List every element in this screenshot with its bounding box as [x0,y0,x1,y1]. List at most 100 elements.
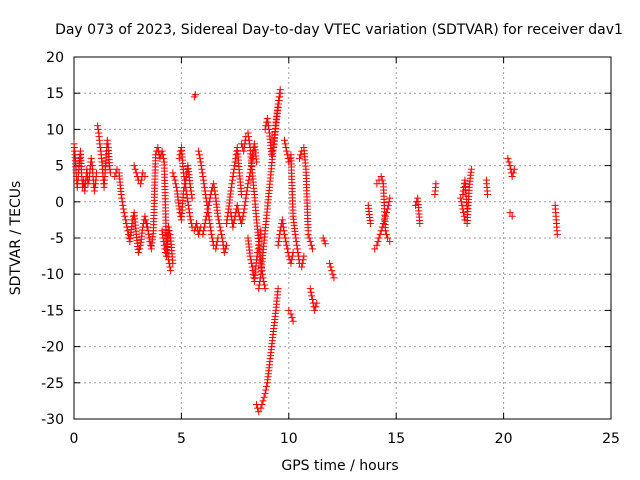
data-point [217,230,225,238]
data-point [234,205,242,213]
data-point [300,252,308,260]
data-point [238,216,246,224]
data-point [268,151,276,159]
data-point [330,274,338,282]
data-point [467,165,475,173]
data-point [293,241,301,249]
data-point [313,299,321,307]
data-point [281,140,289,148]
data-point [211,187,219,195]
data-point [299,256,307,264]
data-point [307,288,315,296]
data-point [371,245,379,253]
data-point [263,115,271,123]
data-point [158,147,166,155]
data-point [384,234,392,242]
data-point [200,180,208,188]
data-point [132,169,140,177]
data-point [199,176,207,184]
axis-ticks: 0 5 10 15 20 25 -30 -25 -20 -15 -10 -5 0 5 10 15 20 [41,50,620,447]
data-point [262,386,270,394]
data-point [199,230,207,238]
data-point [202,212,210,220]
data-point [283,147,291,155]
data-point [91,183,99,191]
data-point [106,165,114,173]
data-point [258,401,266,409]
x-tick-label: 25 [602,431,620,447]
data-point [506,209,514,217]
data-point [378,176,386,184]
y-tick-label: -10 [41,267,64,283]
data-point [217,227,225,235]
data-point [181,176,189,184]
data-point [96,140,104,148]
data-point [255,238,263,246]
data-point [269,147,277,155]
data-point [159,234,167,242]
data-point [287,259,295,267]
y-tick-label: -25 [41,376,64,392]
data-point [274,104,282,112]
data-point [298,259,306,267]
data-point [256,274,264,282]
x-axis-label: GPS time / hours [281,458,398,474]
data-point [198,165,206,173]
data-point [211,191,219,199]
data-point [198,169,206,177]
data-point [256,234,264,242]
data-point [195,151,203,159]
data-point [483,191,491,199]
y-tick-label: -15 [41,303,64,319]
data-point [281,234,289,242]
data-point [366,220,374,228]
data-point [141,172,149,180]
data-point [261,285,269,293]
data-point [180,172,188,180]
data-point [274,285,282,293]
data-point [281,136,289,144]
data-point [244,129,252,137]
x-tick-label: 10 [280,431,298,447]
data-point [255,285,263,293]
data-point [87,154,95,162]
data-point [306,238,314,246]
data-point [167,267,175,275]
data-point [245,133,253,141]
data-point [118,198,126,206]
data-point [172,183,180,191]
data-point [308,292,316,300]
data-point [205,201,213,209]
data-point [282,144,290,151]
data-point [253,256,261,264]
chart-title: Day 073 of 2023, Sidereal Day-to-day VTE… [55,22,623,38]
data-point [220,248,228,256]
data-point [289,317,297,325]
data-point [294,248,302,256]
data-point [264,118,272,126]
data-point [229,172,237,180]
data-point [215,220,223,228]
y-tick-label: 0 [55,195,64,211]
data-point [282,238,290,246]
data-point [231,162,239,170]
data-point [191,91,199,99]
data-point [257,259,265,267]
data-point [329,270,337,278]
data-point [166,230,174,238]
data-point [260,393,268,401]
data-point [165,223,173,231]
data-point [223,241,231,249]
data-point [145,230,153,238]
data-point [201,187,209,195]
data-point [463,205,471,213]
data-point [199,172,207,180]
data-point [120,209,128,217]
data-point [103,136,111,144]
data-point [298,263,306,271]
data-point [131,165,139,173]
data-point [279,220,287,228]
data-point [94,122,102,130]
data-point [183,191,191,199]
data-point [275,100,283,108]
